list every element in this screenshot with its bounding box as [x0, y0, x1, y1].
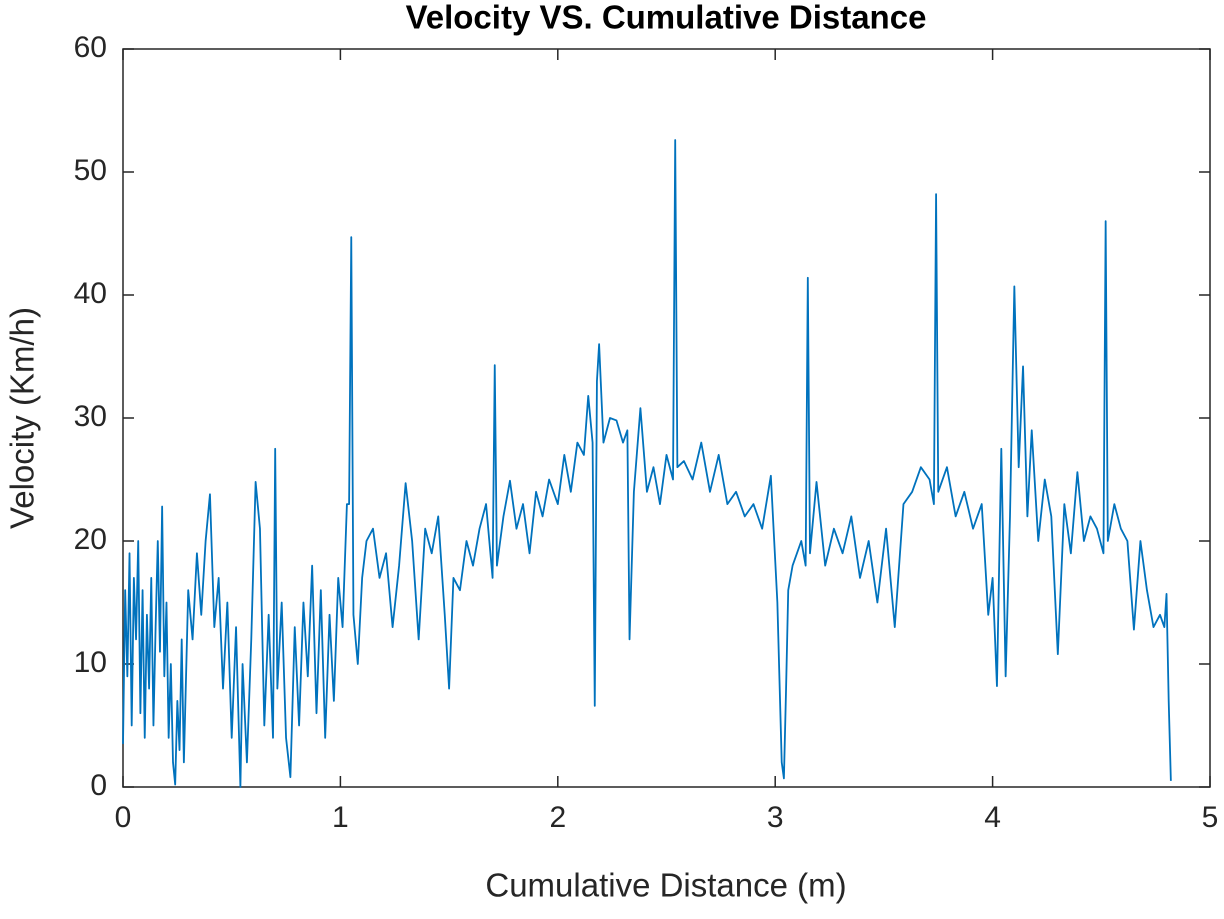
y-tick-label: 0 [90, 769, 107, 802]
x-tick-label: 4 [984, 801, 1001, 834]
x-axis-label: Cumulative Distance (m) [485, 867, 846, 904]
y-tick-label: 30 [74, 400, 107, 433]
y-tick-label: 60 [74, 31, 107, 64]
y-tick-label: 10 [74, 646, 107, 679]
axes-box [122, 48, 1211, 788]
y-tick-label: 40 [74, 277, 107, 310]
y-axis-label: Velocity (Km/h) [4, 307, 41, 529]
data-line [122, 139, 1172, 788]
y-tick-label: 50 [74, 154, 107, 187]
x-tick-label: 3 [767, 801, 784, 834]
x-tick-label: 1 [332, 801, 349, 834]
x-tick-label: 0 [115, 801, 132, 834]
y-tick-label: 20 [74, 523, 107, 556]
x-tick-label: 5 [1202, 801, 1219, 834]
x-tick-label: 2 [549, 801, 566, 834]
chart-title: Velocity VS. Cumulative Distance [406, 0, 927, 36]
